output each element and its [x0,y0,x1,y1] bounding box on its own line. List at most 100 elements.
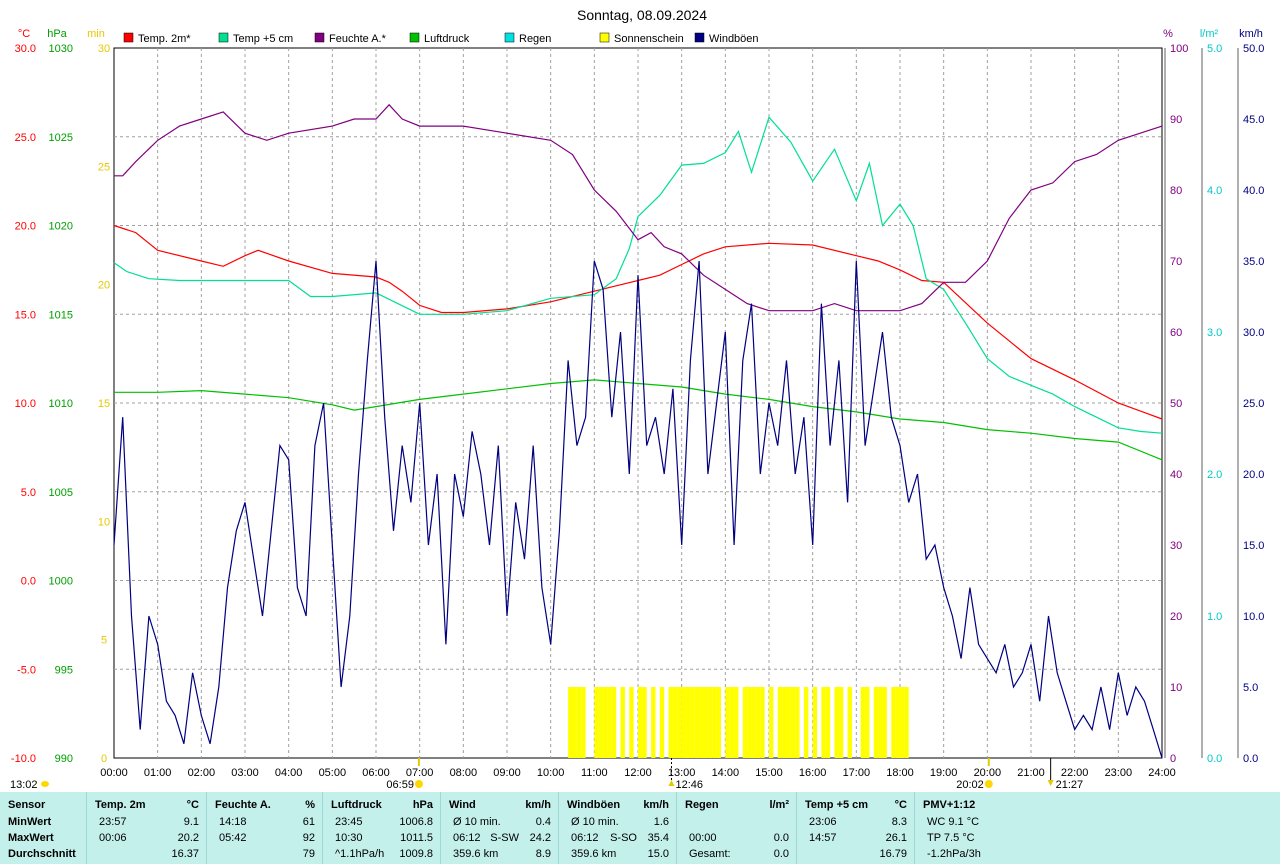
legend-swatch [314,32,325,43]
moonset-arrow-icon [1047,780,1054,786]
x-tick-label: 01:00 [144,767,172,779]
stats-value: 1009.8 [399,848,433,860]
sunshine-bar [790,687,796,758]
series-line-feuchte-a [114,103,1163,312]
stats-unit: °C [894,799,907,811]
x-tick-label: 21:00 [1017,767,1045,779]
legend-swatch [123,32,134,43]
stats-row-label: MinWert [8,816,52,828]
stats-header: Windböen [567,799,621,811]
sunshine-bar [699,687,704,758]
x-tick-label: 19:00 [930,767,958,779]
sunshine-bar [838,687,844,758]
sunshine-bar [760,687,765,758]
stats-value: 35.4 [647,832,669,844]
temp-axis-tick: -10.0 [11,753,36,765]
sunset-time: 20:02 [956,779,984,790]
pressure-axis-tick: 1030 [49,43,73,55]
stats-time: -1.2hPa/3h [927,848,981,860]
stats-time: 06:12 [453,832,481,844]
x-tick-label: 13:00 [668,767,696,779]
sunshine-bar [620,687,625,758]
temp-axis-tick: -5.0 [17,664,36,676]
sun-axis-tick: 30 [98,43,110,55]
sunshine-bar [581,687,586,758]
stats-unit: °C [186,799,199,811]
noon-time: 12:46 [675,779,703,790]
stats-time: 23:57 [99,816,127,828]
chart-title: Sonntag, 08.09.2024 [577,7,707,23]
stats-time: 14:57 [809,832,837,844]
sunshine-bar [681,687,687,758]
stats-header: Sensor [8,799,46,811]
pressure-axis-tick: 1015 [49,309,73,321]
wind-axis-tick: 0.0 [1243,753,1258,765]
rain-axis-tick: 5.0 [1207,43,1222,55]
temp-axis-unit: °C [18,28,30,40]
pressure-axis-unit: hPa [47,28,67,40]
sunshine-bar [659,687,665,758]
x-tick-label: 12:00 [624,767,652,779]
sunshine-bar [769,687,774,758]
wind-axis-tick: 45.0 [1243,114,1264,126]
x-tick-label: 06:00 [362,767,390,779]
x-tick-label: 10:00 [537,767,565,779]
x-tick-label: 15:00 [755,767,783,779]
stats-header: Temp. 2m [95,799,146,811]
sunshine-bar [847,687,852,758]
rain-axis-tick: 1.0 [1207,611,1222,623]
stats-value: 9.1 [183,816,199,828]
pressure-axis-tick: 1005 [49,487,73,499]
stats-time: 359.6 km [571,848,617,860]
wind-axis-tick: 50.0 [1243,43,1264,55]
stats-time: Ø 10 min. [453,816,501,828]
legend-swatch [218,32,229,43]
sunshine-bar [629,687,634,758]
stats-row-label: MaxWert [8,832,54,844]
humidity-axis-tick: 80 [1170,185,1182,197]
stats-column: PMV+1:12 WC 9.1 °C TP 7.5 °C -1.2hPa/3h [914,792,1035,864]
humidity-axis-tick: 90 [1170,114,1182,126]
stats-value: 1006.8 [399,816,433,828]
stats-time: Gesamt: [689,848,731,860]
sun-axis-tick: 15 [98,398,110,410]
legend: Temp. 2m* Temp +5 cm Feuchte A.* Luftdruck R… [123,32,759,45]
sunshine-bar [594,687,599,758]
pressure-axis-tick: 995 [55,664,73,676]
stats-column: Feuchte A.% 14:18 61 05:42 92 79 [206,792,323,864]
sun-axis-unit: min [87,28,105,40]
x-tick-label: 16:00 [799,767,827,779]
sunshine-bar [882,687,887,758]
temp-axis-tick: 0.0 [21,576,36,588]
temp-axis-tick: 30.0 [15,43,36,55]
x-axis: 00:00 01:00 02:00 03:00 04:00 05:00 06:00 07:00… [100,767,1176,779]
sun-axis-tick: 25 [98,161,110,173]
sunshine-bar [694,687,700,758]
sunrise-time: 06:59 [386,779,414,790]
sun-icon [414,780,423,788]
sun-axis-tick: 0 [101,753,107,765]
sunshine-bar [734,687,739,758]
legend-label: Temp. 2m* [138,33,191,45]
x-tick-label: 05:00 [319,767,347,779]
legend-label: Sonnenschein [614,33,684,45]
stats-value: 8.9 [535,848,551,860]
stats-time: TP 7.5 °C [927,832,975,844]
stats-time: 05:42 [219,832,247,844]
x-tick-label: 11:00 [581,767,608,779]
stats-value: 92 [302,832,315,844]
stats-time: WC 9.1 °C [927,816,980,828]
stats-value: 16.79 [879,848,907,860]
stats-value: 1.6 [653,816,669,828]
x-tick-label: 14:00 [712,767,740,779]
legend-swatch [409,32,420,43]
rain-axis-tick: 0.0 [1207,753,1222,765]
sunshine-bar [878,687,883,758]
stats-header: Temp +5 cm [805,799,869,811]
moon-icon [41,781,49,787]
x-tick-label: 18:00 [886,767,914,779]
y-axes: 30.025.020.015.010.05.00.0-5.0-10.0°C103… [11,28,1265,765]
stats-unit: km/h [643,799,669,811]
sunshine-bar [777,687,783,758]
series-lines [113,103,1163,759]
